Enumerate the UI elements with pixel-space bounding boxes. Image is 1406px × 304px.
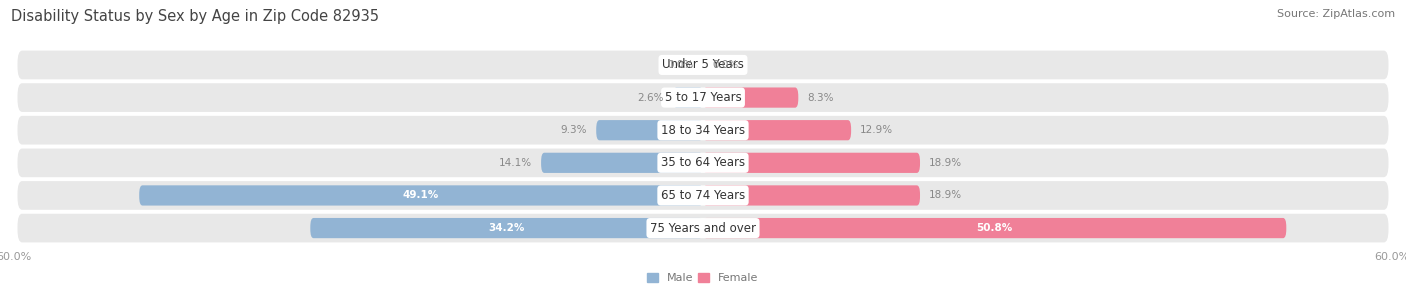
Text: Under 5 Years: Under 5 Years [662, 58, 744, 71]
FancyBboxPatch shape [17, 214, 1389, 242]
Text: 18.9%: 18.9% [929, 158, 962, 168]
FancyBboxPatch shape [17, 83, 1389, 112]
Text: Disability Status by Sex by Age in Zip Code 82935: Disability Status by Sex by Age in Zip C… [11, 9, 380, 24]
Text: 0.0%: 0.0% [668, 60, 693, 70]
Text: 34.2%: 34.2% [488, 223, 524, 233]
Text: 65 to 74 Years: 65 to 74 Years [661, 189, 745, 202]
Legend: Male, Female: Male, Female [643, 269, 763, 288]
FancyBboxPatch shape [703, 153, 920, 173]
FancyBboxPatch shape [703, 218, 1286, 238]
FancyBboxPatch shape [311, 218, 703, 238]
FancyBboxPatch shape [17, 148, 1389, 177]
Text: 5 to 17 Years: 5 to 17 Years [665, 91, 741, 104]
FancyBboxPatch shape [673, 88, 703, 108]
Text: 49.1%: 49.1% [404, 190, 439, 200]
Text: 12.9%: 12.9% [860, 125, 893, 135]
Text: 0.0%: 0.0% [713, 60, 738, 70]
FancyBboxPatch shape [139, 185, 703, 206]
Text: 18.9%: 18.9% [929, 190, 962, 200]
Text: 8.3%: 8.3% [807, 93, 834, 102]
Text: 2.6%: 2.6% [637, 93, 664, 102]
Text: 14.1%: 14.1% [499, 158, 531, 168]
FancyBboxPatch shape [17, 181, 1389, 210]
Text: 9.3%: 9.3% [561, 125, 588, 135]
FancyBboxPatch shape [541, 153, 703, 173]
FancyBboxPatch shape [596, 120, 703, 140]
FancyBboxPatch shape [17, 116, 1389, 145]
Text: 50.8%: 50.8% [977, 223, 1012, 233]
FancyBboxPatch shape [703, 185, 920, 206]
FancyBboxPatch shape [703, 88, 799, 108]
Text: 18 to 34 Years: 18 to 34 Years [661, 124, 745, 137]
Text: Source: ZipAtlas.com: Source: ZipAtlas.com [1277, 9, 1395, 19]
FancyBboxPatch shape [17, 50, 1389, 79]
Text: 75 Years and over: 75 Years and over [650, 222, 756, 235]
FancyBboxPatch shape [703, 120, 851, 140]
Text: 35 to 64 Years: 35 to 64 Years [661, 156, 745, 169]
